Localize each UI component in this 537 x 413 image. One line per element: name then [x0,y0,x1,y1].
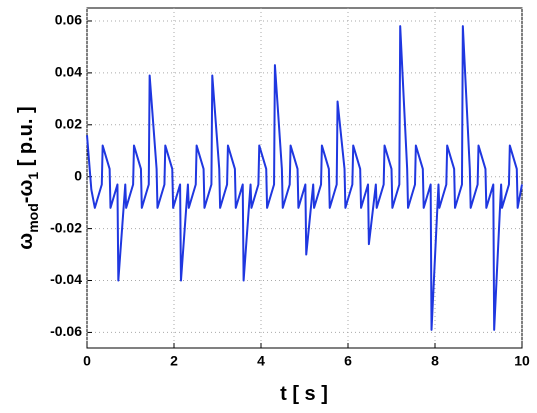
y-axis-label-part: mod [25,203,41,233]
y-tick-label: -0.04 [50,271,82,287]
y-tick-label: -0.06 [50,323,82,339]
y-tick-label: 0.06 [55,12,82,28]
x-tick-label: 6 [344,353,352,369]
x-axis-label: t [ s ] [280,383,328,405]
x-tick-label: 8 [431,353,439,369]
y-tick-label: 0 [74,167,82,183]
y-tick-label: -0.02 [50,219,82,235]
plot-frame [86,7,523,349]
y-tick-label: 0.04 [55,64,82,80]
x-tick-label: 2 [170,353,178,369]
grid: -0.06 -0.04 -0.02 0 0.02 0.04 0.06 0 2 4 6 8 10 [50,8,530,369]
y-axis-label-part: ω [15,233,37,250]
line-series [86,25,523,331]
x-tick-label: 4 [257,353,265,369]
y-tick-label: 0.02 [55,115,82,131]
y-axis-label-part: -ω [15,180,37,204]
plot [86,25,523,331]
y-axis-label: ωmod-ω1 [ p.u. ] [15,106,41,249]
y-axis-label-part: [ p.u. ] [15,106,37,172]
x-tick-label: 10 [514,353,530,369]
y-axis-label-part: 1 [25,172,41,180]
x-tick-label: 0 [83,353,91,369]
